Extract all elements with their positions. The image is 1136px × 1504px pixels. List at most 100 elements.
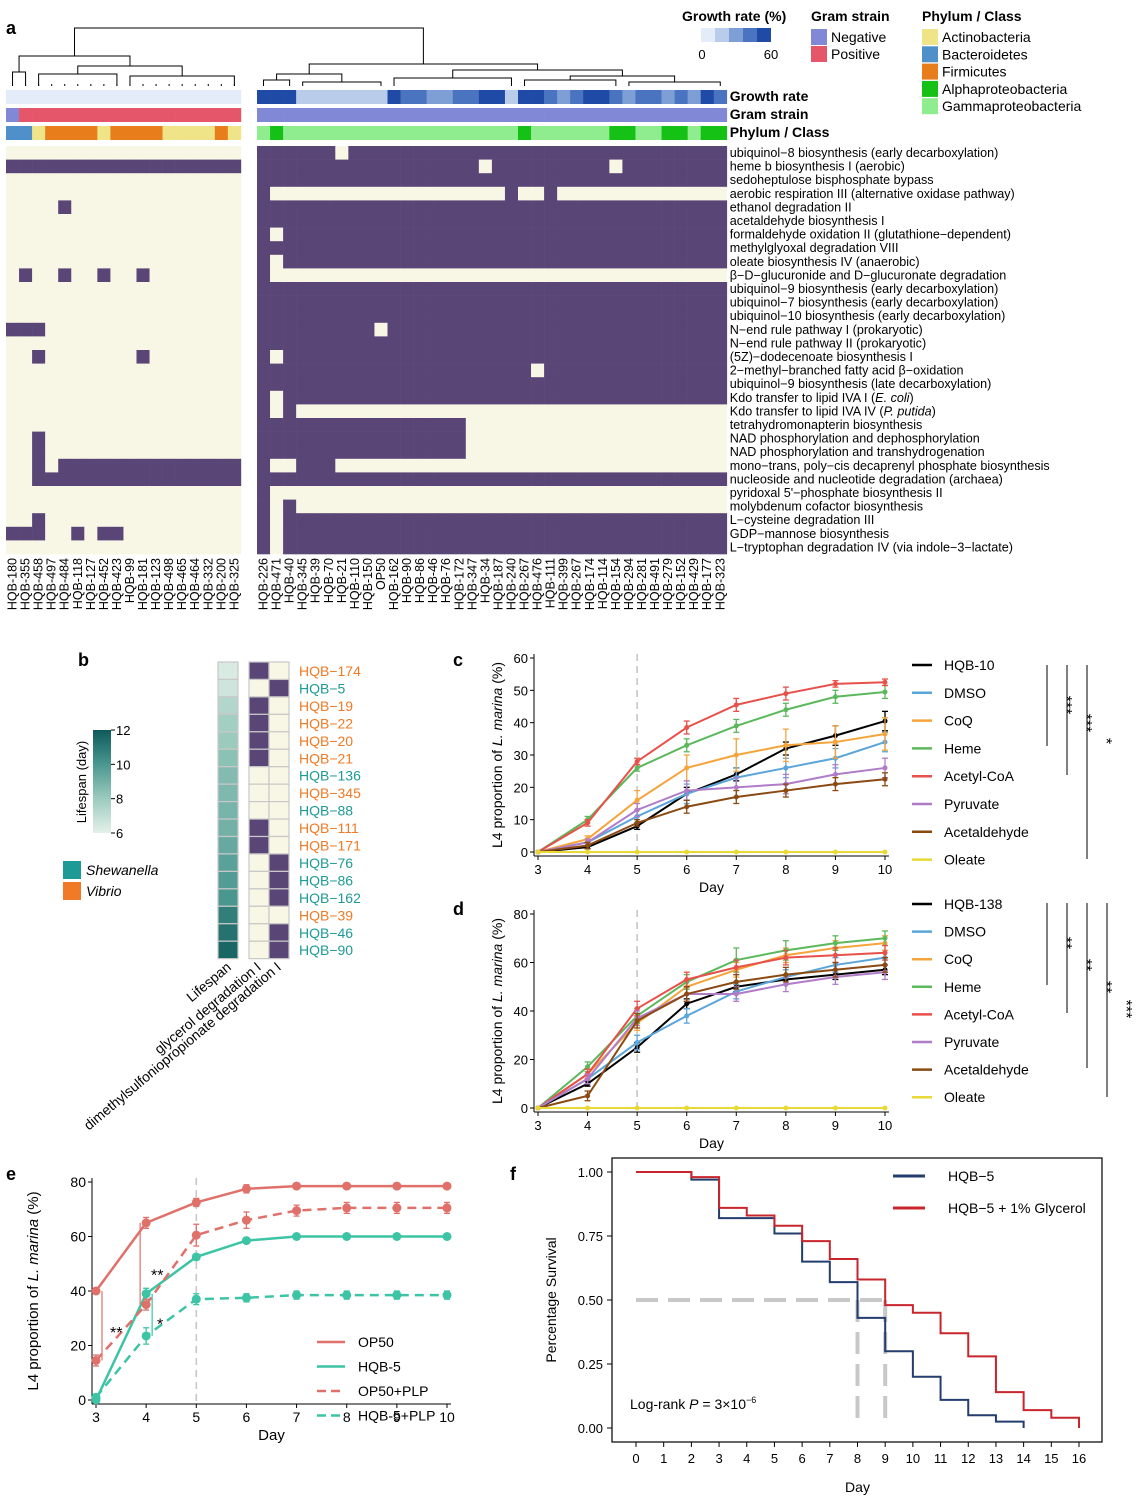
pathway-label: GDP−mannose biosynthesis <box>730 527 889 541</box>
phylum-cell <box>296 126 310 140</box>
heatmap-cell <box>570 472 584 487</box>
heatmap-cell <box>426 458 440 473</box>
heatmap-cell <box>227 309 242 324</box>
heatmap-cell <box>635 336 649 351</box>
heatmap-cell <box>687 540 701 555</box>
heatmap-cell <box>227 404 242 419</box>
heatmap-cell <box>713 173 728 188</box>
heatmap-cell <box>413 418 427 432</box>
strain-label: HQB-111 <box>544 558 558 608</box>
heatmap-cell <box>661 268 675 283</box>
heatmap-cell <box>58 295 72 310</box>
phylum-legend-label: Bacteroidetes <box>942 46 1028 62</box>
data-point <box>141 1218 151 1228</box>
heatmap-cell <box>201 431 216 446</box>
heatmap-cell <box>557 159 571 174</box>
series-line <box>537 968 886 1109</box>
growth-rate-cell <box>71 90 85 104</box>
heatmap-cell <box>609 445 623 460</box>
heatmap-cell <box>674 336 688 351</box>
heatmap-cell <box>149 146 163 160</box>
strain-label: HQB-99 <box>123 558 137 603</box>
heatmap-cell <box>188 186 203 201</box>
heatmap-cell <box>661 159 675 174</box>
growth-legend-min: 0 <box>698 47 705 62</box>
heatmap-cell <box>518 159 532 174</box>
heatmap-cell <box>175 186 189 201</box>
heatmap-cell <box>270 268 284 283</box>
data-point <box>442 1290 452 1300</box>
heatmap-cell <box>309 200 323 215</box>
heatmap-cell <box>335 513 349 528</box>
growth-rate-cell <box>674 90 688 104</box>
heatmap-cell <box>400 214 414 228</box>
heatmap-cell <box>270 214 284 228</box>
heatmap-cell <box>283 159 297 174</box>
heatmap-cell <box>283 472 297 487</box>
dmsp-cell <box>268 923 290 942</box>
significance-stars: *** <box>1117 1000 1134 1019</box>
heatmap-cell <box>635 404 649 419</box>
heatmap-cell <box>270 336 284 351</box>
heatmap-cell <box>570 350 584 364</box>
heatmap-cell <box>296 458 310 473</box>
heatmap-cell <box>700 513 715 528</box>
heatmap-cell <box>478 540 493 555</box>
heatmap-cell <box>491 377 506 392</box>
growth-rate-cell <box>687 90 701 104</box>
heatmap-cell <box>544 540 558 555</box>
heatmap-cell <box>175 390 189 405</box>
heatmap-cell <box>491 445 506 460</box>
y-tick-label: 60 <box>514 956 528 971</box>
heatmap-cell <box>596 268 610 283</box>
heatmap-cell <box>648 146 662 160</box>
heatmap-cell <box>201 254 216 269</box>
heatmap-cell <box>188 241 203 256</box>
heatmap-cell <box>283 513 297 528</box>
heatmap-cell <box>270 309 284 324</box>
heatmap-cell <box>452 363 467 378</box>
heatmap-cell <box>136 540 150 555</box>
heatmap-cell <box>609 472 623 487</box>
heatmap-cell <box>413 513 427 528</box>
heatmap-cell <box>557 322 571 337</box>
heatmap-cell <box>32 540 46 555</box>
heatmap-cell <box>374 418 388 432</box>
heatmap-cell <box>557 200 571 215</box>
heatmap-cell <box>58 268 72 283</box>
heatmap-cell <box>609 336 623 351</box>
gram-strain-cell <box>6 108 20 122</box>
phylum-cell <box>400 126 414 140</box>
x-tick-label: 10 <box>878 1118 892 1133</box>
heatmap-cell <box>32 363 46 378</box>
x-tick-label: 3 <box>534 1118 541 1133</box>
heatmap-cell <box>635 486 649 500</box>
heatmap-cell <box>175 513 189 528</box>
heatmap-cell <box>149 282 163 296</box>
heatmap-cell <box>374 186 388 201</box>
heatmap-cell <box>19 363 33 378</box>
heatmap-cell <box>478 363 493 378</box>
lifespan-cell <box>217 853 239 873</box>
heatmap-cell <box>45 350 59 364</box>
heatmap-cell <box>309 295 323 310</box>
heatmap-cell <box>296 295 310 310</box>
heatmap-cell <box>648 390 662 405</box>
heatmap-cell <box>661 173 675 188</box>
panel-label-c: c <box>453 650 463 670</box>
heatmap-cell <box>583 350 597 364</box>
series-line <box>537 720 886 853</box>
phylum-legend-swatch <box>922 29 938 45</box>
dendrogram <box>12 27 721 86</box>
heatmap-cell <box>283 200 297 215</box>
heatmap-cell <box>32 445 46 460</box>
heatmap-cell <box>713 499 728 514</box>
strain-label: HQB−22 <box>299 715 353 731</box>
heatmap-cell <box>491 295 506 310</box>
heatmap-cell <box>227 336 242 351</box>
heatmap-cell <box>188 173 203 188</box>
heatmap-cell <box>309 159 323 174</box>
significance-stars: ** <box>1097 981 1114 993</box>
heatmap-cell <box>557 146 571 160</box>
